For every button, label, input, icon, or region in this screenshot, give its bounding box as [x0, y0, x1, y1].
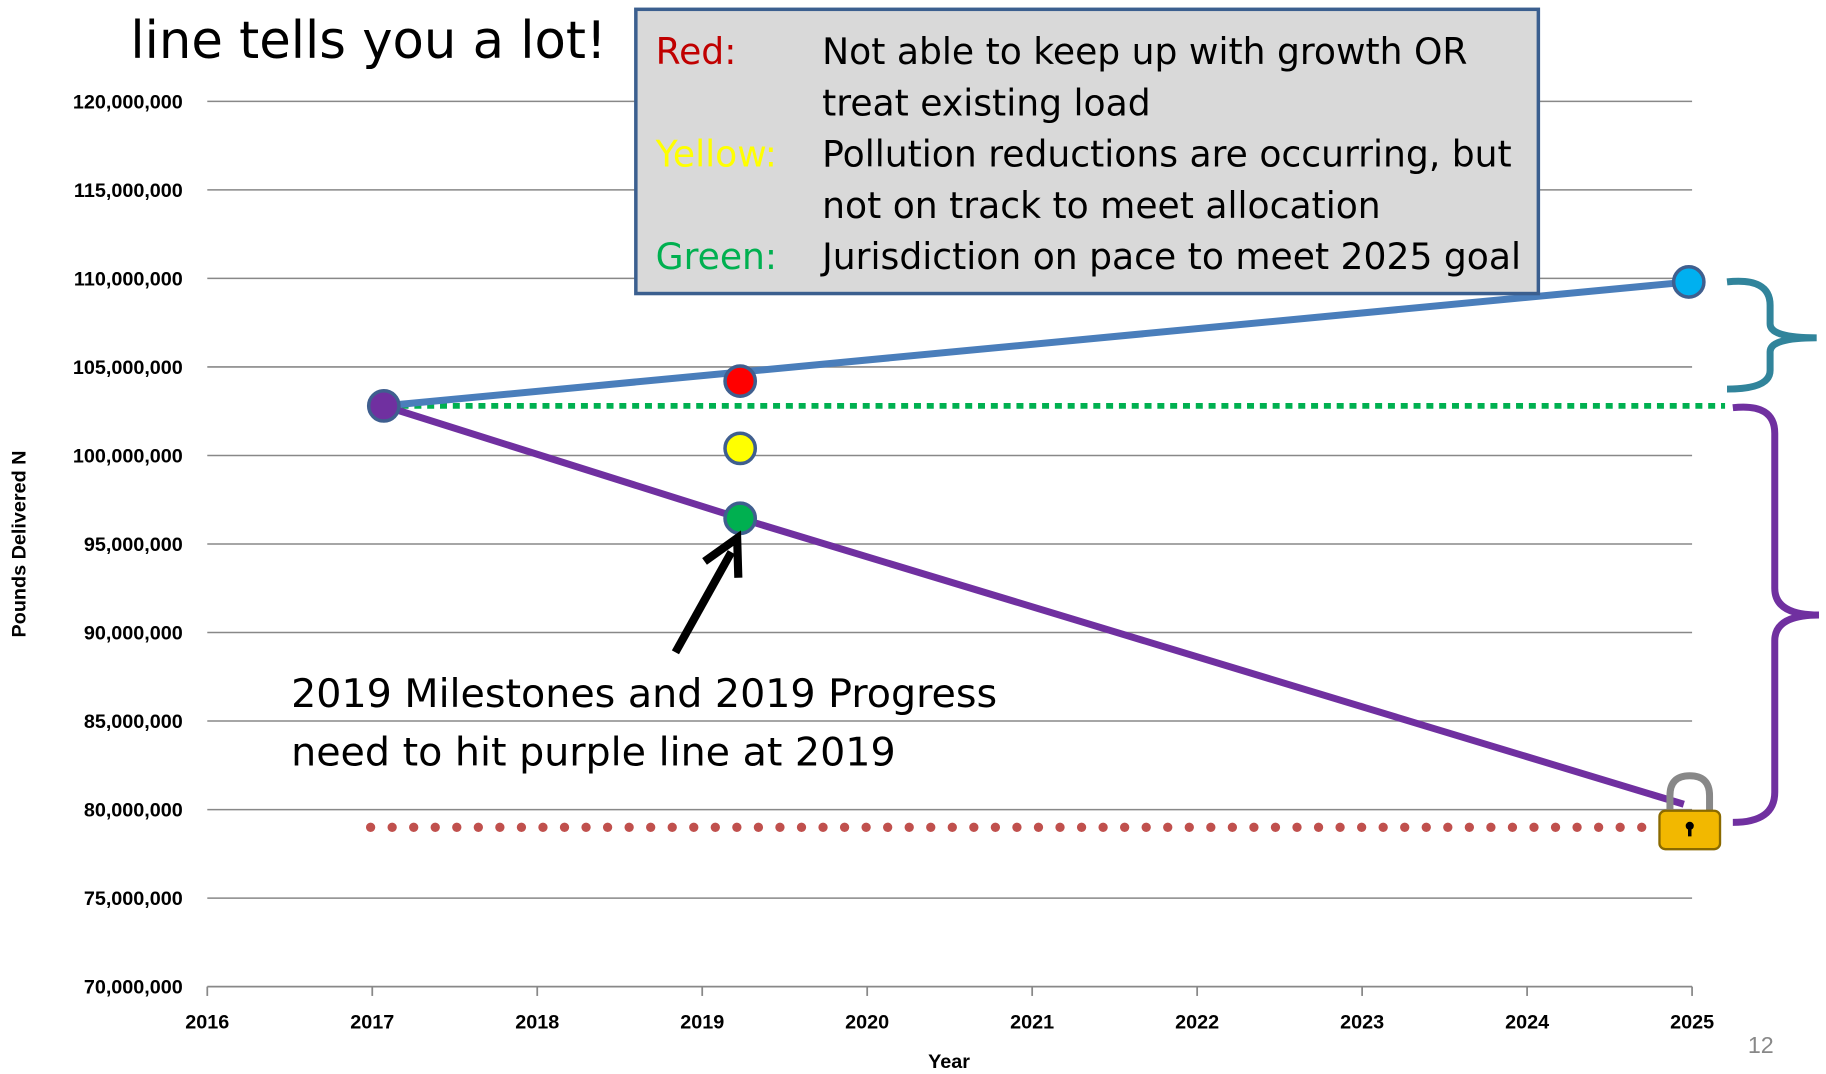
- y-tick-label: 90,000,000: [84, 623, 183, 645]
- key-label: Yellow:: [655, 133, 777, 176]
- key-text: Jurisdiction on pace to meet 2025 goal: [820, 235, 1521, 278]
- x-tick-label: 2017: [350, 1012, 394, 1034]
- y-tick-label: 105,000,000: [73, 357, 183, 379]
- y-axis-label: Pounds Delivered N: [9, 451, 31, 638]
- point: [723, 431, 758, 466]
- key-text: treat existing load: [822, 81, 1150, 124]
- key-text: Not able to keep up with growth OR: [822, 30, 1467, 73]
- y-tick-label: 100,000,000: [73, 445, 183, 467]
- x-tick-label: 2024: [1505, 1012, 1549, 1034]
- x-tick-label: 2022: [1175, 1012, 1219, 1034]
- title: line tells you a lot!: [130, 11, 606, 71]
- bracket: [1726, 277, 1817, 393]
- y-tick-label: 70,000,000: [84, 977, 183, 999]
- x-tick-label: 2025: [1670, 1012, 1714, 1034]
- x-tick-label: 2016: [185, 1012, 229, 1034]
- key-text: not on track to meet allocation: [822, 184, 1381, 227]
- line: [383, 278, 1690, 410]
- key-box: Red: Not able to keep up with growth OR tr…: [634, 7, 1541, 296]
- annotation: 2019 Milestones and 2019 Progress need to…: [291, 671, 997, 775]
- y-tick-label: 75,000,000: [84, 888, 183, 910]
- page-number: 12: [1748, 1032, 1774, 1058]
- key-label: Red:: [656, 30, 737, 73]
- point: [366, 388, 401, 423]
- x-axis-label: Year: [928, 1051, 970, 1073]
- key-box-frame: [634, 7, 1541, 296]
- key-text: Pollution reductions are occurring, but: [822, 133, 1512, 176]
- point: [1671, 265, 1706, 299]
- arrow: [671, 530, 743, 655]
- y-tick-label: 80,000,000: [84, 800, 183, 822]
- y-tick-label: 110,000,000: [74, 268, 183, 290]
- y-tick-label: 115,000,000: [74, 180, 183, 202]
- x-tick-label: 2023: [1340, 1012, 1384, 1034]
- point: [723, 364, 758, 398]
- point: [723, 501, 758, 536]
- annotation-line: need to hit purple line at 2019: [291, 729, 896, 775]
- x-tick-label: 2018: [515, 1012, 559, 1034]
- marks-layer: [365, 265, 1726, 832]
- lock-icon: [1658, 772, 1722, 851]
- y-tick-label: 85,000,000: [84, 711, 183, 733]
- key-label: Green:: [656, 235, 777, 278]
- annotation-line: 2019 Milestones and 2019 Progress: [291, 671, 997, 717]
- bracket: [1732, 403, 1820, 826]
- x-tick-label: 2019: [680, 1012, 724, 1034]
- x-tick-label: 2020: [845, 1012, 889, 1034]
- y-tick-label: 95,000,000: [84, 534, 183, 556]
- x-tick-label: 2021: [1010, 1012, 1054, 1034]
- y-tick-label: 120,000,000: [73, 91, 183, 113]
